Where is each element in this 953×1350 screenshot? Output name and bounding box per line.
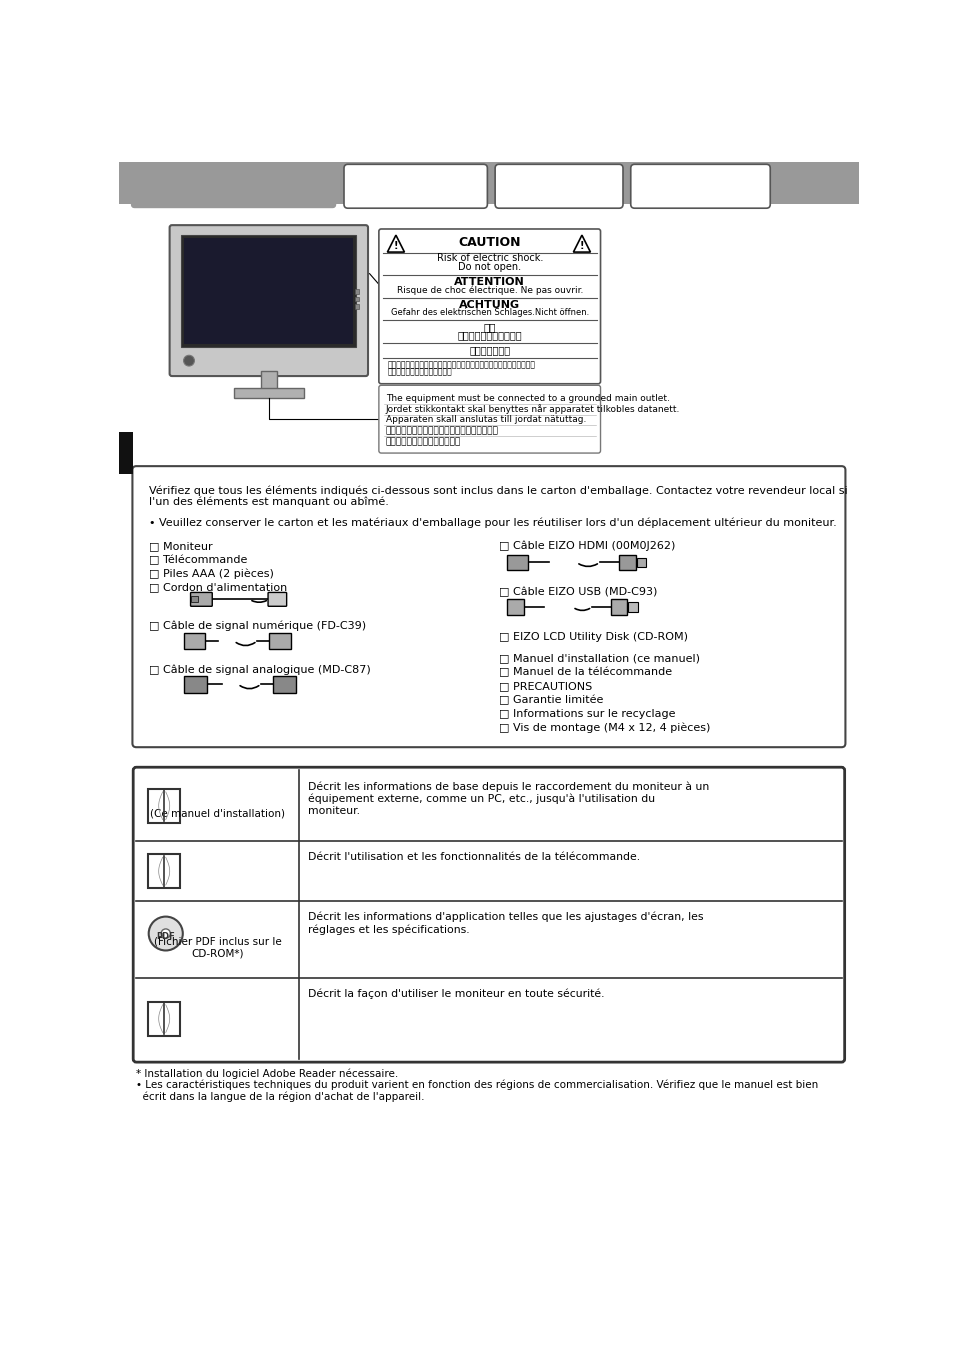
FancyBboxPatch shape [133, 767, 843, 1062]
Text: Vérifiez que tous les éléments indiqués ci-dessous sont inclus dans le carton d': Vérifiez que tous les éléments indiqués … [149, 486, 846, 495]
Bar [355, 305, 359, 309]
FancyBboxPatch shape [148, 788, 180, 822]
FancyBboxPatch shape [495, 165, 622, 208]
Text: 電源コードのアースは必ず接地してください。: 電源コードのアースは必ず接地してください。 [385, 427, 498, 435]
Text: 小心: 小心 [483, 321, 496, 332]
Text: □ Piles AAA (2 pièces): □ Piles AAA (2 pièces) [149, 568, 274, 579]
Text: □ Câble EIZO USB (MD-C93): □ Câble EIZO USB (MD-C93) [498, 587, 657, 597]
Polygon shape [573, 235, 590, 252]
Bar [183, 676, 207, 694]
Text: The equipment must be connected to a grounded main outlet.: The equipment must be connected to a gro… [385, 394, 669, 402]
FancyBboxPatch shape [268, 593, 286, 606]
FancyBboxPatch shape [148, 1002, 180, 1035]
Text: ATTENTION: ATTENTION [454, 277, 524, 288]
Text: Do not open.: Do not open. [457, 262, 520, 271]
Bar [119, 432, 133, 474]
Text: 有触电危险。请勿打开。: 有触电危险。请勿打开。 [456, 331, 521, 340]
Circle shape [183, 355, 194, 366]
Bar [192, 597, 197, 602]
Text: Décrit l'utilisation et les fonctionnalités de la télécommande.: Décrit l'utilisation et les fonctionnali… [308, 852, 639, 861]
Text: !: ! [579, 242, 583, 251]
FancyBboxPatch shape [148, 855, 180, 888]
Text: □ Manuel de la télécommande: □ Manuel de la télécommande [498, 667, 672, 678]
FancyBboxPatch shape [378, 385, 599, 454]
Bar [183, 633, 205, 648]
FancyBboxPatch shape [630, 165, 769, 208]
Text: Décrit les informations d'application telles que les ajustages d'écran, les: Décrit les informations d'application te… [308, 913, 703, 922]
Bar [119, 162, 858, 204]
Bar [637, 558, 645, 567]
Bar [269, 633, 291, 648]
Text: Apparaten skall anslutas till jordat nätuttag.: Apparaten skall anslutas till jordat nät… [385, 416, 585, 424]
Bar [627, 602, 638, 612]
FancyBboxPatch shape [131, 165, 335, 208]
Text: □ PRECAUTIONS: □ PRECAUTIONS [498, 680, 592, 691]
Text: サービスマンは外のロきあけないでください。内部には異常電部分があ: サービスマンは外のロきあけないでください。内部には異常電部分があ [387, 360, 535, 370]
Text: l'un des éléments est manquant ou abîmé.: l'un des éléments est manquant ou abîmé. [149, 497, 388, 508]
Bar [273, 676, 295, 694]
Text: Décrit les informations de base depuis le raccordement du moniteur à un: Décrit les informations de base depuis l… [308, 782, 709, 791]
Text: □ Cordon d'alimentation: □ Cordon d'alimentation [149, 582, 287, 593]
Text: □ Vis de montage (M4 x 12, 4 pièces): □ Vis de montage (M4 x 12, 4 pièces) [498, 722, 710, 733]
Text: équipement externe, comme un PC, etc., jusqu'à l'utilisation du: équipement externe, comme un PC, etc., j… [308, 794, 655, 803]
Bar [506, 555, 528, 570]
Text: □ Télécommande: □ Télécommande [149, 555, 247, 564]
Bar [261, 371, 276, 390]
Text: 警告：禁止注意: 警告：禁止注意 [469, 344, 510, 355]
Text: □ Moniteur: □ Moniteur [149, 541, 213, 551]
Text: * Installation du logiciel Adobe Reader nécessaire.: * Installation du logiciel Adobe Reader … [136, 1068, 398, 1079]
Text: □ Manuel d'installation (ce manuel): □ Manuel d'installation (ce manuel) [498, 653, 700, 663]
Circle shape [161, 929, 171, 938]
Text: ACHTUNG: ACHTUNG [458, 300, 519, 310]
Text: !: ! [394, 242, 397, 251]
Text: CAUTION: CAUTION [458, 236, 520, 248]
Text: Décrit la façon d'utiliser le moniteur en toute sécurité.: Décrit la façon d'utiliser le moniteur e… [308, 990, 604, 999]
Text: (Fichier PDF inclus sur le
CD-ROM*): (Fichier PDF inclus sur le CD-ROM*) [153, 937, 281, 958]
Text: • Veuillez conserver le carton et les matériaux d'emballage pour les réutiliser : • Veuillez conserver le carton et les ma… [149, 518, 836, 528]
Bar [506, 599, 523, 614]
Text: • Les caractéristiques techniques du produit varient en fonction des régions de : • Les caractéristiques techniques du pro… [136, 1080, 818, 1091]
Text: Risque de choc électrique. Ne pas ouvrir.: Risque de choc électrique. Ne pas ouvrir… [396, 286, 582, 296]
Text: PDF: PDF [156, 931, 175, 941]
Text: Gefahr des elektrischen Schlages.Nicht öffnen.: Gefahr des elektrischen Schlages.Nicht ö… [390, 308, 588, 317]
Bar [618, 555, 636, 570]
Text: Risk of electric shock.: Risk of electric shock. [436, 254, 542, 263]
Bar [611, 599, 626, 614]
Text: Jordet stikkontakt skal benyttes når apparatet tilkobles datanett.: Jordet stikkontakt skal benyttes når app… [385, 405, 679, 414]
Bar [184, 238, 353, 344]
Bar [355, 297, 359, 301]
Polygon shape [387, 235, 404, 252]
FancyBboxPatch shape [344, 165, 487, 208]
Text: moniteur.: moniteur. [308, 806, 360, 815]
Bar [233, 389, 303, 398]
Text: □ Garantie limitée: □ Garantie limitée [498, 695, 602, 705]
Bar [355, 289, 359, 294]
Text: écrit dans la langue de la région d'achat de l'appareil.: écrit dans la langue de la région d'acha… [136, 1091, 424, 1102]
Circle shape [149, 917, 183, 950]
FancyBboxPatch shape [132, 466, 844, 747]
Text: くありコーさわると危険です。: くありコーさわると危険です。 [387, 367, 452, 377]
Text: □ Câble de signal analogique (MD-C87): □ Câble de signal analogique (MD-C87) [149, 664, 370, 675]
FancyBboxPatch shape [378, 230, 599, 383]
Text: réglages et les spécifications.: réglages et les spécifications. [308, 925, 470, 934]
Text: □ Câble de signal numérique (FD-C39): □ Câble de signal numérique (FD-C39) [149, 620, 365, 630]
Text: □ Câble EIZO HDMI (00M0J262): □ Câble EIZO HDMI (00M0J262) [498, 541, 675, 551]
Text: 这设备必须连接至接地主插座。: 这设备必须连接至接地主插座。 [385, 437, 460, 446]
FancyBboxPatch shape [191, 593, 212, 606]
FancyBboxPatch shape [170, 225, 368, 377]
Text: □ Informations sur le recyclage: □ Informations sur le recyclage [498, 709, 675, 718]
Text: □ EIZO LCD Utility Disk (CD-ROM): □ EIZO LCD Utility Disk (CD-ROM) [498, 632, 687, 641]
Text: (Ce manuel d'installation): (Ce manuel d'installation) [150, 809, 285, 818]
Bar [181, 235, 356, 347]
